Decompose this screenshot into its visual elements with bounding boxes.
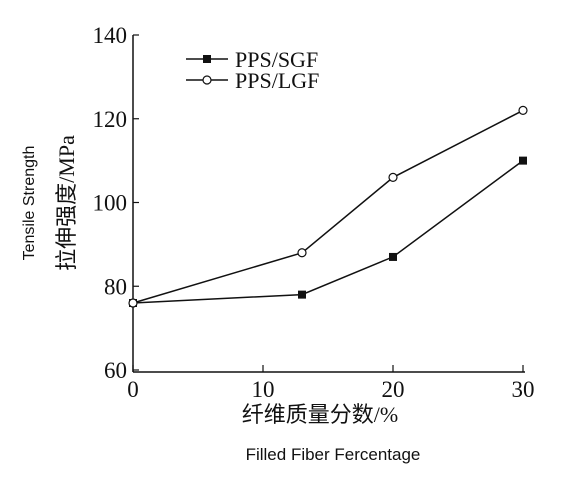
data-point-circle (128, 298, 138, 308)
legend-marker-lgf (202, 75, 212, 85)
y-axis-label-en: Tensile Strength (21, 146, 38, 261)
series-line-1 (132, 109, 524, 304)
series-layer (128, 105, 528, 308)
x-tick-label: 20 (382, 377, 405, 402)
x-tick-label: 10 (252, 377, 275, 402)
legend: PPS/SGF PPS/LGF (186, 47, 319, 93)
legend-label-lgf: PPS/LGF (235, 68, 319, 93)
data-point-circle (388, 172, 398, 182)
y-tick-label: 60 (104, 358, 127, 383)
series-line-0 (132, 159, 524, 304)
x-axis-label-en: Filled Fiber Fercentage (246, 445, 421, 464)
x-tick-label: 0 (127, 377, 139, 402)
legend-label-sgf: PPS/SGF (235, 47, 318, 72)
legend-marker-sgf (203, 55, 211, 63)
data-point-circle (297, 248, 307, 258)
data-point-square (298, 290, 306, 299)
y-tick-label: 120 (93, 107, 128, 132)
x-tick-label: 30 (512, 377, 535, 402)
data-point-square (519, 156, 527, 165)
axis-ticks: 60 80 100 120 140 0 10 20 30 (93, 23, 535, 402)
data-point-circle (518, 105, 528, 115)
y-tick-label: 80 (104, 274, 127, 299)
data-point-square (389, 252, 397, 261)
y-tick-label: 140 (93, 23, 128, 48)
y-axis-label-cn: 拉伸强度/MPa (54, 135, 79, 271)
y-tick-label: 100 (93, 191, 128, 216)
x-axis-label-cn: 纤维质量分数/% (242, 402, 398, 427)
